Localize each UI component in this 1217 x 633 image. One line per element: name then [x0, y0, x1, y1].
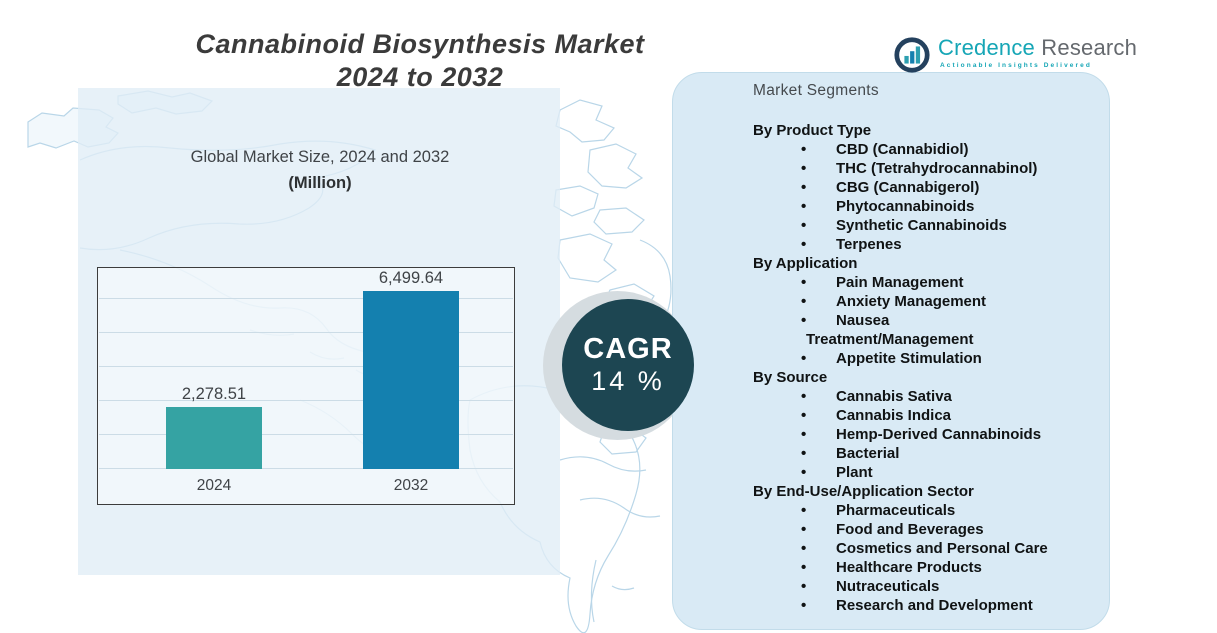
bullet-icon: •	[801, 217, 807, 234]
segment-item: • Hemp-Derived Cannabinoids	[801, 426, 1042, 443]
segment-item: • THC (Tetrahydrocannabinol)	[801, 160, 1038, 177]
page-title-line1: Cannabinoid Biosynthesis Market	[195, 29, 645, 59]
segment-item: • Phytocannabinoids	[801, 198, 975, 215]
cagr-badge: CAGR 14 %	[562, 299, 694, 431]
category-label: 2024	[196, 477, 232, 494]
bullet-icon: •	[801, 426, 807, 443]
chart-heading: Global Market Size, 2024 and 2032 (Milli…	[120, 144, 520, 196]
chart-gridline	[99, 366, 513, 367]
market-segments-panel: Market Segments By Product Type • CBD (Can…	[672, 72, 1110, 630]
logo-brand-primary: Credence	[938, 35, 1035, 60]
bullet-icon: •	[801, 388, 807, 405]
bullet-icon: •	[801, 236, 807, 253]
segment-item: • Healthcare Products	[801, 559, 982, 576]
bullet-icon: •	[801, 160, 807, 177]
page-title: Cannabinoid Biosynthesis Market 2024 to …	[120, 28, 720, 94]
bullet-icon: •	[801, 407, 807, 424]
logo-tagline: Actionable Insights Delivered	[940, 62, 1092, 69]
bullet-icon: •	[801, 312, 807, 329]
bar-chart-icon	[894, 37, 930, 73]
segment-item: • Nutraceuticals	[801, 578, 940, 595]
logo-brand-secondary: Research	[1035, 35, 1138, 60]
bullet-icon: •	[801, 293, 807, 310]
bar-chart: 2,278.51 2024 6,499.64 2032	[97, 267, 515, 505]
segment-group-heading: By Product Type	[753, 122, 872, 139]
segment-item: • Appetite Stimulation	[801, 350, 982, 367]
segment-item-continuation: Treatment/Management	[806, 331, 974, 348]
bar-value-label: 6,499.64	[378, 268, 444, 287]
bar-2032	[363, 290, 459, 469]
segment-item: • Synthetic Cannabinoids	[801, 217, 1007, 234]
segment-item: • Plant	[801, 464, 873, 481]
segments-panel-title: Market Segments	[753, 82, 879, 99]
bullet-icon: •	[801, 540, 807, 557]
bullet-icon: •	[801, 198, 807, 215]
bar-2024	[166, 406, 262, 469]
chart-gridline	[99, 468, 513, 469]
chart-gridline	[99, 400, 513, 401]
segment-item: • Research and Development	[801, 597, 1033, 614]
cagr-value: 14 %	[591, 366, 665, 396]
logo-wordmark: Credence Research	[938, 36, 1137, 60]
bullet-icon: •	[801, 464, 807, 481]
segment-group-heading: By Application	[753, 255, 858, 272]
segment-group-heading: By Source	[753, 369, 828, 386]
bullet-icon: •	[801, 597, 807, 614]
bullet-icon: •	[801, 141, 807, 158]
segment-item: • Pain Management	[801, 274, 964, 291]
segment-item: • Terpenes	[801, 236, 902, 253]
segment-item: • CBD (Cannabidiol)	[801, 141, 969, 158]
chart-gridline	[99, 434, 513, 435]
chart-gridline	[99, 332, 513, 333]
segment-item: • Anxiety Management	[801, 293, 987, 310]
page-title-line2: 2024 to 2032	[336, 62, 504, 92]
bullet-icon: •	[801, 445, 807, 462]
bullet-icon: •	[801, 179, 807, 196]
bar-value-label: 2,278.51	[181, 384, 247, 403]
chart-units: (Million)	[288, 174, 352, 192]
bullet-icon: •	[801, 350, 807, 367]
cagr-label: CAGR	[583, 333, 673, 365]
segment-item: • Food and Beverages	[801, 521, 984, 538]
bullet-icon: •	[801, 502, 807, 519]
bullet-icon: •	[801, 274, 807, 291]
chart-title: Global Market Size, 2024 and 2032	[190, 148, 450, 166]
segment-item: • Cannabis Sativa	[801, 388, 952, 405]
chart-backdrop	[78, 88, 560, 575]
segment-item: • Bacterial	[801, 445, 900, 462]
bullet-icon: •	[801, 578, 807, 595]
segment-item: • Pharmaceuticals	[801, 502, 956, 519]
bullet-icon: •	[801, 559, 807, 576]
category-label: 2032	[393, 477, 429, 494]
segment-group-heading: By End-Use/Application Sector	[753, 483, 974, 500]
segments-list: By Product Type • CBD (Cannabidiol) • THC (T…	[753, 121, 1099, 615]
segment-item: • CBG (Cannabigerol)	[801, 179, 980, 196]
segment-item: • Cosmetics and Personal Care	[801, 540, 1048, 557]
segment-item: • Cannabis Indica	[801, 407, 952, 424]
bullet-icon: •	[801, 521, 807, 538]
chart-gridline	[99, 298, 513, 299]
segment-item: • Nausea	[801, 312, 890, 329]
credence-research-logo: Credence Research Actionable Insights De…	[893, 36, 1137, 74]
